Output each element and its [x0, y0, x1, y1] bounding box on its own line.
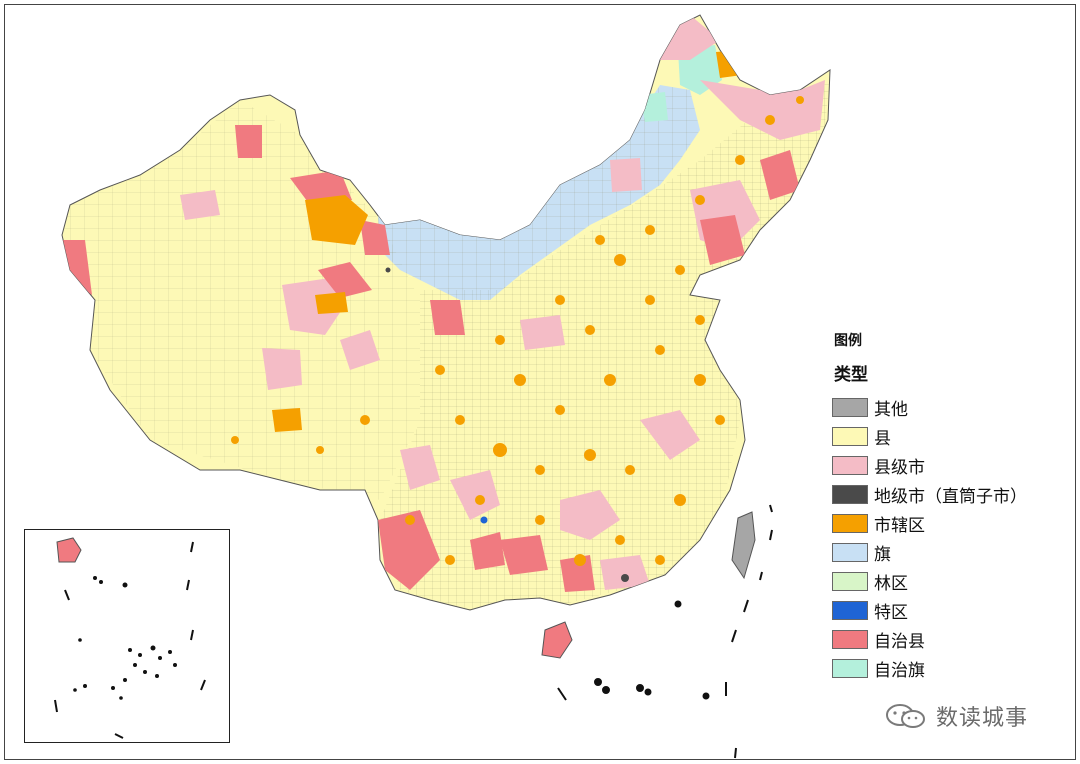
- legend-label: 地级市（直筒子市）: [874, 487, 1027, 507]
- legend-item: 林区: [832, 567, 1072, 596]
- legend-title: 图例: [834, 333, 862, 349]
- map-legend: 图例 类型 其他县县级市地级市（直筒子市） 市辖区旗林区特区自治县自治旗: [832, 330, 1072, 683]
- region-dijishi-group: [385, 267, 629, 582]
- legend-label: 县级市: [874, 458, 925, 478]
- legend-swatch: [832, 659, 868, 678]
- region-tequ: [480, 516, 488, 524]
- legend-swatch: [832, 514, 868, 533]
- taiwan-island: [731, 511, 756, 580]
- hainan-island: [541, 621, 573, 659]
- inset-boundary-dashes: [54, 541, 206, 739]
- inset-islands: [73, 576, 177, 700]
- region-zizhiqi-2: [640, 92, 668, 122]
- legend-swatch: [832, 630, 868, 649]
- region-west-mesh: [62, 100, 420, 500]
- watermark-text: 数读城事: [936, 706, 1029, 731]
- legend-item: 市辖区: [832, 509, 1072, 538]
- region-qi-grid: [378, 85, 700, 300]
- south-sea-boundary-main: [557, 504, 773, 759]
- legend-item: 自治县: [832, 625, 1072, 654]
- legend-swatch: [832, 572, 868, 591]
- legend-label: 市辖区: [874, 516, 925, 536]
- legend-item: 自治旗: [832, 654, 1072, 683]
- legend-swatch: [832, 543, 868, 562]
- legend-swatch: [832, 398, 868, 417]
- legend-label: 其他: [874, 400, 908, 420]
- watermark: 数读城事: [884, 700, 1028, 732]
- south-china-sea-inset: [24, 529, 230, 743]
- wechat-icon: [886, 704, 925, 728]
- legend-item: 旗: [832, 538, 1072, 567]
- legend-label: 特区: [874, 603, 908, 623]
- legend-item: 特区: [832, 596, 1072, 625]
- legend-subtitle: 类型: [834, 365, 868, 385]
- legend-item: 县: [832, 422, 1072, 451]
- legend-items: 其他县县级市地级市（直筒子市） 市辖区旗林区特区自治县自治旗: [832, 393, 1072, 683]
- legend-swatch: [832, 485, 868, 504]
- legend-swatch: [832, 456, 868, 475]
- legend-label: 林区: [874, 574, 908, 594]
- inset-hainan-island: [56, 537, 82, 563]
- inset-map-graphic: [54, 537, 206, 739]
- legend-label: 自治县: [874, 632, 925, 652]
- legend-label: 旗: [874, 545, 891, 565]
- legend-item: 县级市: [832, 451, 1072, 480]
- legend-item: 地级市（直筒子市）: [832, 480, 1072, 509]
- legend-item: 其他: [832, 393, 1072, 422]
- legend-swatch: [832, 601, 868, 620]
- legend-label: 自治旗: [874, 661, 925, 681]
- legend-label: 县: [874, 429, 891, 449]
- legend-swatch: [832, 427, 868, 446]
